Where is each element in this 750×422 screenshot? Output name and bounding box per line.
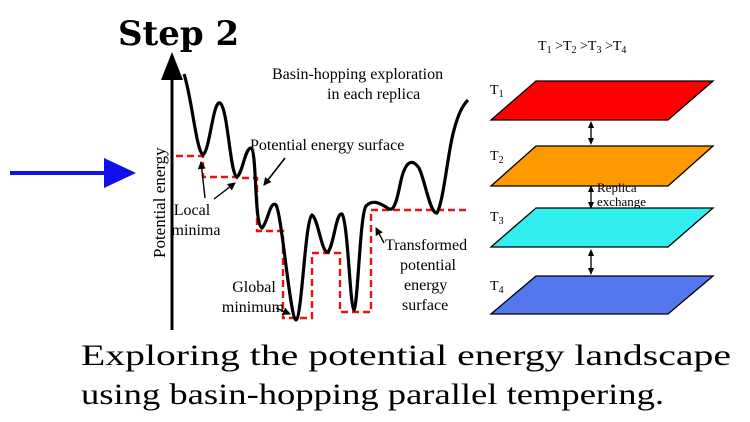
replica-plane-t3 [489,207,715,248]
replica-label-t1: T1 [490,83,504,100]
transformed-label-3: energy [404,277,447,294]
replica-plane-t4 [489,275,715,315]
exchange-arrow-icon [588,121,594,145]
exchange-arrow-icon [588,249,594,275]
transformed-pointer [375,227,385,244]
pes-label: Potential energy surface [250,137,404,154]
local-minima-pointer-1 [197,161,206,199]
caption-line-1: Exploring the potential energy landscape [81,339,731,372]
replica-plane-t1 [489,80,715,121]
pes-curve [182,73,470,322]
replica-label-t2: T2 [490,149,504,166]
y-axis-label: Potential energy [150,147,169,258]
replica-plane-t2 [489,145,715,187]
transformed-label-2: potential [400,257,457,274]
replica-exchange-label-1: Replica [597,180,637,195]
pes-pointer [263,157,286,186]
global-minimum-label-2: minimum [222,299,285,316]
temperature-order: T1 >T2 >T3 >T4 [538,39,626,56]
local-minima-label-1: Local [174,202,211,219]
transformed-pes-curve [176,154,470,320]
caption-line-2: using basin-hopping parallel tempering. [81,378,664,411]
y-axis [161,52,183,330]
transformed-label-1: Transformed [385,237,467,254]
step-title: Step 2 [118,14,239,54]
basin-hopping-label-2: in each replica [327,86,420,103]
replica-label-t4: T4 [490,279,504,296]
blue-arrow-icon [10,158,136,188]
global-minimum-pointer [275,307,291,315]
local-minima-pointer-2 [213,182,236,200]
replica-label-t3: T3 [490,210,504,227]
basin-hopping-label-1: Basin-hopping exploration [272,66,443,83]
exchange-arrow-icon [588,185,594,209]
replica-exchange-label-2: exchange [597,194,646,209]
global-minimum-label-1: Global [232,279,276,296]
transformed-label-4: surface [402,297,448,314]
local-minima-label-2: minima [172,222,221,239]
